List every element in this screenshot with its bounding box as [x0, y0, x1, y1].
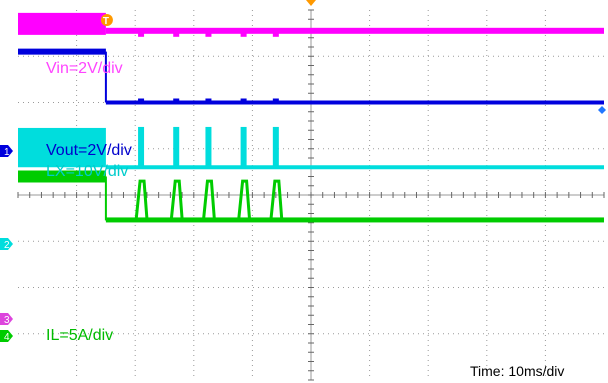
- lx-pulse: [138, 126, 145, 167]
- offset-marker-icon: [598, 106, 606, 114]
- il-pulse: [201, 179, 216, 221]
- ch4-marker-icon: 4: [0, 330, 13, 343]
- ch3-marker-icon: 3: [0, 313, 13, 326]
- vin-scale-label: Vin=2V/div: [46, 60, 123, 77]
- ch4-marker-icon-label: 4: [4, 332, 10, 343]
- vin-ripple: [240, 32, 247, 37]
- vin-ripple: [272, 32, 279, 37]
- trigger-icon-label: T: [103, 16, 109, 27]
- lx-scale-label: LX=10V/div: [46, 163, 128, 180]
- vout-ripple: [138, 98, 145, 105]
- il-trace-segment: [105, 217, 605, 223]
- trigger-icon: T: [100, 14, 113, 27]
- vin-trace-segment: [18, 12, 106, 35]
- graticule: [17, 9, 605, 381]
- trigger-icon-circle: [100, 14, 113, 26]
- ch2-marker-icon-label: 2: [4, 240, 10, 251]
- lx-switching-band: [18, 127, 106, 168]
- channel-markers: 1 2 3 4 T: [0, 0, 606, 343]
- lx-pulse: [205, 126, 212, 167]
- il-pulse: [269, 179, 284, 221]
- lx-trace-segment: [105, 165, 605, 170]
- vin-ripple: [138, 32, 145, 37]
- il-trace-band: [18, 170, 106, 183]
- il-pulse: [169, 179, 184, 221]
- lx-pulse: [173, 126, 180, 167]
- ch1-marker-icon: 1: [0, 145, 13, 158]
- ch1-marker-icon-arrow: [0, 145, 13, 157]
- vout-trace-segment: [18, 48, 106, 55]
- time-scale-label: Time: 10ms/div: [470, 363, 564, 379]
- vin-ripple: [173, 32, 180, 37]
- il-pulse: [237, 179, 252, 221]
- vout-ripple: [272, 98, 279, 105]
- il-scale-label: IL=5A/div: [46, 327, 113, 344]
- ch3-marker-icon-arrow: [0, 313, 13, 325]
- ch1-marker-icon-label: 1: [4, 147, 10, 158]
- lx-pulse: [272, 126, 279, 167]
- vout-ripple: [173, 98, 180, 105]
- trigger-position-icon: [306, 0, 316, 6]
- ch2-marker-icon: 2: [0, 238, 13, 251]
- vout-ripple: [205, 98, 212, 105]
- ch4-marker-icon-arrow: [0, 330, 13, 342]
- ch2-marker-icon-arrow: [0, 238, 13, 250]
- il-pulse: [134, 179, 149, 221]
- vout-trace-segment: [105, 100, 605, 105]
- vin-ripple: [205, 32, 212, 37]
- vin-trace-segment: [105, 27, 605, 34]
- ch3-marker-icon-label: 3: [4, 315, 10, 326]
- lx-pulse: [240, 126, 247, 167]
- waveform-traces: [18, 12, 605, 223]
- vout-scale-label: Vout=2V/div: [46, 142, 132, 159]
- vout-ripple: [240, 98, 247, 105]
